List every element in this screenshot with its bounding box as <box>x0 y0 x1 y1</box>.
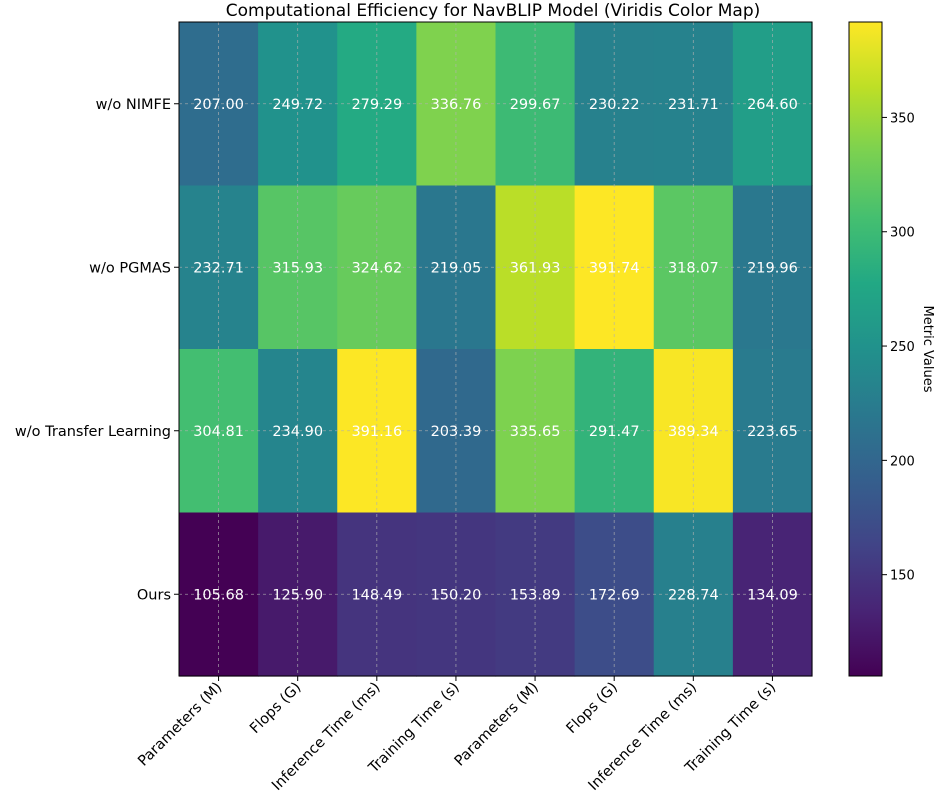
cell-value-label: 304.81 <box>193 424 244 440</box>
cell-value-label: 318.07 <box>668 260 719 276</box>
cell-value-label: 148.49 <box>351 587 402 603</box>
y-tick-label: w/o PGMAS <box>89 260 171 276</box>
chart-title: Computational Efficiency for NavBLIP Mod… <box>226 1 761 21</box>
cell-value-label: 230.22 <box>589 97 640 113</box>
cell-value-label: 150.20 <box>431 587 482 603</box>
cell-value-label: 207.00 <box>193 97 244 113</box>
y-tick-label: w/o NIMFE <box>96 97 171 113</box>
cell-value-label: 324.62 <box>351 260 402 276</box>
cell-value-label: 299.67 <box>510 97 561 113</box>
cell-value-labels: 207.00 249.72 279.29 336.76 299.67 230.22 231.… <box>193 97 798 604</box>
y-axis-ticks: w/o NIMFE w/o PGMAS w/o Transfer Learning O… <box>15 97 179 603</box>
heatmap-cells <box>179 22 813 677</box>
cell-value-label: 223.65 <box>747 424 798 440</box>
cell-value-label: 335.65 <box>510 424 561 440</box>
y-tick-label: Ours <box>137 587 171 603</box>
cell-value-label: 391.16 <box>351 424 402 440</box>
cell-value-label: 315.93 <box>272 260 323 276</box>
colorbar-label: Metric Values <box>920 305 935 392</box>
cell-value-label: 172.69 <box>589 587 640 603</box>
cell-value-label: 291.47 <box>589 424 640 440</box>
colorbar-tick-label: 200 <box>890 454 915 469</box>
x-tick-label: Flops (G) <box>247 680 304 737</box>
cell-value-label: 231.71 <box>668 97 719 113</box>
colorbar-gradient <box>848 21 883 677</box>
colorbar-tick-label: 350 <box>890 111 915 126</box>
cell-value-label: 279.29 <box>351 97 402 113</box>
colorbar: 150 200 250 300 350 Metric Values <box>848 21 935 677</box>
cell-value-label: 153.89 <box>510 587 561 603</box>
cell-value-label: 336.76 <box>431 97 482 113</box>
cell-value-label: 264.60 <box>747 97 798 113</box>
colorbar-tick-label: 150 <box>890 569 915 584</box>
cell-value-label: 249.72 <box>272 97 323 113</box>
cell-value-label: 125.90 <box>272 587 323 603</box>
cell-value-label: 134.09 <box>747 587 798 603</box>
cell-value-label: 391.74 <box>589 260 640 276</box>
x-tick-label: Parameters (M) <box>135 680 225 770</box>
cell-value-label: 203.39 <box>431 424 482 440</box>
cell-value-label: 105.68 <box>193 587 244 603</box>
cell-value-label: 361.93 <box>510 260 561 276</box>
x-tick-label: Flops (G) <box>564 680 621 737</box>
y-tick-label: w/o Transfer Learning <box>15 424 171 440</box>
colorbar-tick-label: 300 <box>890 226 915 241</box>
cell-value-label: 219.96 <box>747 260 798 276</box>
cell-value-label: 234.90 <box>272 424 323 440</box>
colorbar-tick-label: 250 <box>890 340 915 355</box>
x-tick-label: Parameters (M) <box>452 680 542 770</box>
x-axis-ticks: Parameters (M) Flops (G)Inference Time (m… <box>135 676 779 794</box>
cell-value-label: 232.71 <box>193 260 244 276</box>
cell-value-label: 389.34 <box>668 424 719 440</box>
cell-value-label: 219.05 <box>431 260 482 276</box>
plot-frame <box>178 21 813 677</box>
cell-value-label: 228.74 <box>668 587 719 603</box>
grid-lines <box>178 21 813 677</box>
